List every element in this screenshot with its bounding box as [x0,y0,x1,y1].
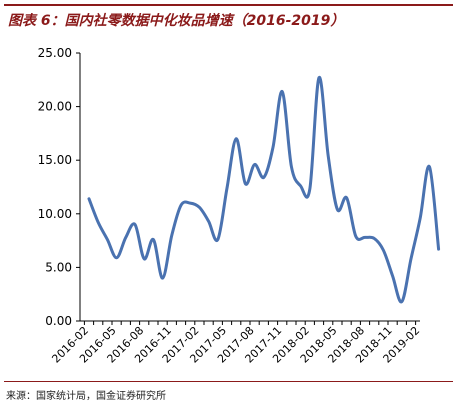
y-tick-label: 5.00 [45,260,72,274]
figure-title: 图表 6：国内社零数据中化妆品增速（2016-2019） [8,13,345,29]
y-tick-label: 25.00 [38,46,72,60]
source-note: 来源：国家统计局，国金证券研究所 [6,391,166,402]
y-tick-label: 20.00 [38,100,72,114]
y-tick-label: 0.00 [45,314,72,328]
growth-series-line [87,76,441,304]
y-tick-label: 10.00 [38,207,72,221]
bottom-rule [4,381,453,382]
top-rule [4,4,453,6]
y-tick-label: 15.00 [38,153,72,167]
